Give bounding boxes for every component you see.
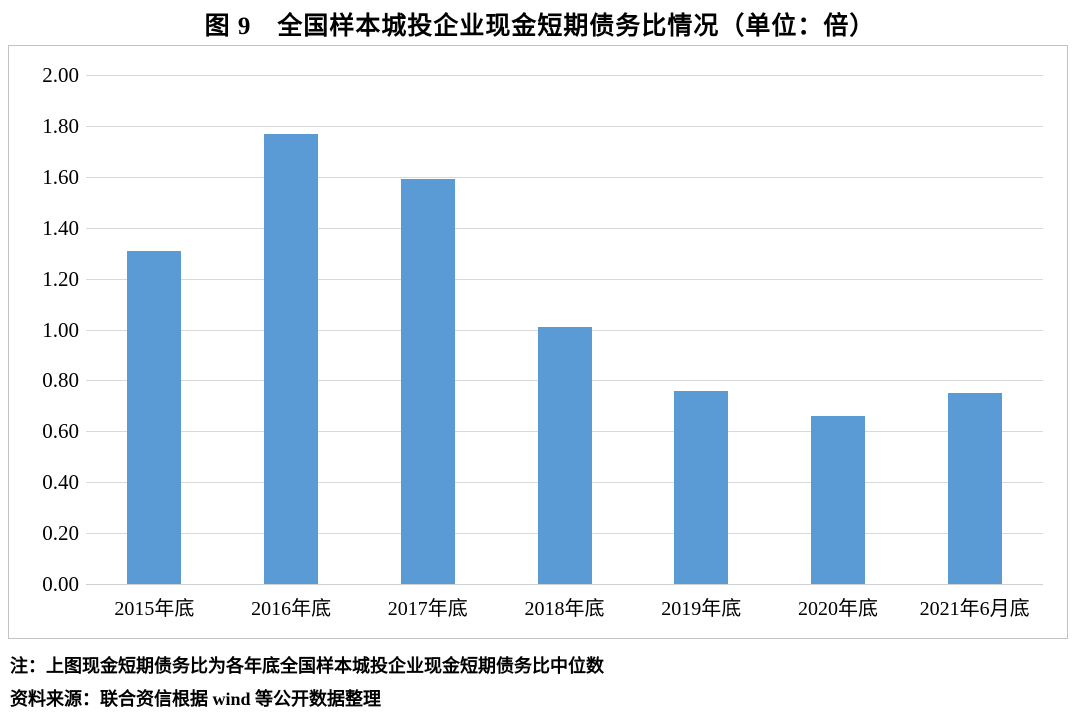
x-category-label: 2021年6月底 xyxy=(919,598,1030,620)
plot-area xyxy=(86,75,1043,585)
y-tick-label: 0.00 xyxy=(42,572,79,596)
y-tick-label: 0.20 xyxy=(42,521,79,545)
bar-2021年6月底 xyxy=(948,393,1002,584)
x-category-label: 2015年底 xyxy=(114,598,195,620)
y-tick-label: 0.60 xyxy=(42,419,79,443)
y-tick-label: 1.20 xyxy=(42,267,79,291)
x-axis-line xyxy=(86,584,1043,585)
gridline xyxy=(86,126,1043,127)
figure-title: 图 9 全国样本城投企业现金短期债务比情况（单位：倍） xyxy=(204,13,876,40)
x-category-label: 2016年底 xyxy=(251,598,332,620)
bar-2016年底 xyxy=(264,134,318,584)
bar-2020年底 xyxy=(811,416,865,584)
y-tick-label: 1.80 xyxy=(42,114,79,138)
y-tick-label: 1.40 xyxy=(42,216,79,240)
x-category-label: 2018年底 xyxy=(524,598,605,620)
source-line: 资料来源：联合资信根据 wind 等公开数据整理 xyxy=(10,689,382,709)
bar-2015年底 xyxy=(127,251,181,584)
gridline xyxy=(86,177,1043,178)
x-category-label: 2020年底 xyxy=(797,598,878,620)
gridline xyxy=(86,75,1043,76)
bar-2019年底 xyxy=(674,391,728,584)
note-line: 注：上图现金短期债务比为各年底全国样本城投企业现金短期债务比中位数 xyxy=(10,656,604,676)
y-tick-label: 0.40 xyxy=(42,470,79,494)
y-tick-label: 1.00 xyxy=(42,318,79,342)
y-tick-label: 1.60 xyxy=(42,165,79,189)
x-axis: 2015年底 2016年底 2017年底 2018年底 2019年底 2020年底 2021… xyxy=(86,593,1043,625)
gridline xyxy=(86,228,1043,229)
y-tick-label: 0.80 xyxy=(42,368,79,392)
y-tick-label: 2.00 xyxy=(42,63,79,87)
bar-2017年底 xyxy=(401,179,455,584)
figure-notes: 注：上图现金短期债务比为各年底全国样本城投企业现金短期债务比中位数 资料来源：联… xyxy=(10,650,1070,716)
bar-2018年底 xyxy=(538,327,592,584)
x-category-label: 2017年底 xyxy=(387,598,468,620)
chart-frame: 0.00 0.20 0.40 0.60 0.80 1.00 1.20 1.40 1.60 1.80… xyxy=(8,45,1068,639)
x-category-label: 2019年底 xyxy=(661,598,742,620)
gridline xyxy=(86,279,1043,280)
